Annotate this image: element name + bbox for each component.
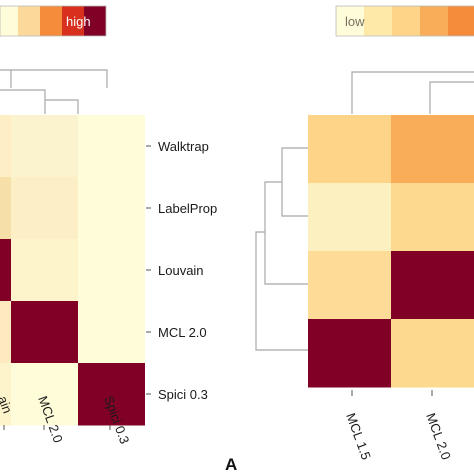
column-label: ain	[0, 394, 15, 415]
row-labels: Walktrap LabelProp Louvain MCL 2.0 Spici 0.3	[146, 139, 217, 402]
legend-left-swatch	[84, 6, 106, 36]
column-label: MCL 1.5	[343, 411, 374, 462]
heatmap-cell	[0, 239, 11, 302]
heatmap-cell	[0, 177, 11, 240]
heatmap-cell	[308, 183, 391, 252]
heatmap-left	[0, 115, 145, 426]
legend-right: low	[335, 5, 474, 37]
row-label: Spici 0.3	[158, 387, 208, 402]
legend-left: high	[0, 5, 107, 37]
heatmap-cell	[308, 115, 391, 184]
legend-right-swatch	[420, 6, 448, 36]
row-label: Walktrap	[158, 139, 209, 154]
heatmap-cell	[11, 177, 78, 240]
column-labels-right: MCL 1.5 MCL 2.0	[343, 390, 454, 462]
panel-label: A	[225, 455, 237, 474]
right-row-dendrogram	[255, 147, 308, 351]
row-label: LabelProp	[158, 201, 217, 216]
heatmap-cell	[0, 301, 11, 364]
heatmap-cell	[11, 301, 78, 364]
left-column-dendrogram	[0, 69, 108, 114]
row-label: Louvain	[158, 263, 204, 278]
heatmap-cell	[391, 251, 474, 320]
heatmap-cell	[78, 239, 145, 302]
legend-right-swatch	[448, 6, 474, 36]
heatmap-cell	[308, 319, 391, 388]
heatmap-cell	[11, 115, 78, 178]
legend-right-swatch	[392, 6, 420, 36]
legend-right-swatch	[336, 6, 364, 36]
heatmap-cell	[11, 363, 78, 426]
column-label: MCL 2.0	[423, 411, 454, 462]
right-column-dendrogram	[351, 71, 474, 114]
heatmap-cell	[391, 319, 474, 388]
heatmap-cell	[78, 363, 145, 426]
heatmap-cell	[78, 177, 145, 240]
row-label: MCL 2.0	[158, 325, 207, 340]
heatmap-cell	[11, 239, 78, 302]
heatmap-cell	[78, 115, 145, 178]
legend-high-label: high	[66, 14, 91, 29]
legend-low-label: low	[345, 14, 365, 29]
legend-left-swatch	[62, 6, 84, 36]
legend-left-swatch	[18, 6, 40, 36]
heatmap-cell	[391, 115, 474, 184]
legend-left-swatch	[40, 6, 62, 36]
heatmap-cell	[308, 251, 391, 320]
heatmap-cell	[0, 115, 11, 178]
heatmap-right	[308, 115, 474, 388]
heatmap-cell	[391, 183, 474, 252]
heatmap-cell	[78, 301, 145, 364]
legend-right-swatch	[364, 6, 392, 36]
heatmap-cell	[0, 363, 11, 426]
legend-left-swatch	[0, 6, 18, 36]
